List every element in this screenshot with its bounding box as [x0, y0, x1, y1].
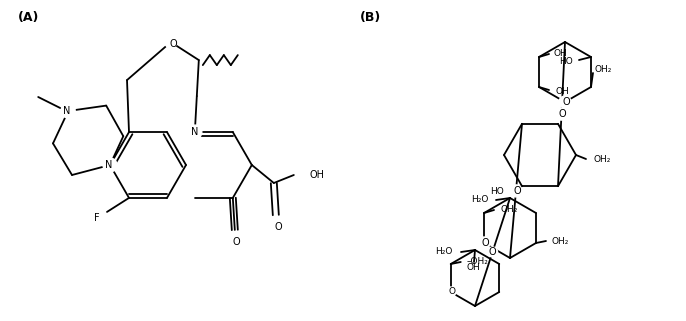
Circle shape: [488, 247, 497, 257]
Text: N: N: [191, 127, 198, 137]
Circle shape: [61, 104, 75, 118]
Text: N: N: [62, 106, 70, 116]
Text: N: N: [106, 160, 113, 170]
Text: (A): (A): [18, 12, 39, 24]
Text: (B): (B): [360, 12, 381, 24]
Text: O: O: [232, 237, 239, 247]
Text: H₂O: H₂O: [436, 247, 453, 256]
Text: O: O: [513, 186, 521, 196]
Text: HO: HO: [559, 56, 573, 65]
Text: O: O: [169, 39, 176, 49]
Text: OH: OH: [553, 48, 567, 57]
Circle shape: [446, 287, 456, 297]
Text: HO: HO: [490, 187, 504, 196]
Text: OH₂: OH₂: [594, 155, 611, 164]
Circle shape: [510, 185, 522, 197]
Text: OH: OH: [555, 86, 569, 96]
Text: O: O: [481, 238, 489, 248]
Text: OH₂: OH₂: [595, 65, 613, 74]
Text: OH: OH: [310, 170, 324, 180]
Text: OH₂: OH₂: [552, 237, 569, 246]
Text: O: O: [274, 222, 282, 232]
Circle shape: [556, 108, 567, 120]
Text: F: F: [94, 213, 99, 223]
Circle shape: [478, 237, 490, 249]
Text: O: O: [558, 109, 567, 119]
Text: –OH₂: –OH₂: [466, 257, 488, 266]
Circle shape: [103, 158, 117, 172]
Text: O: O: [448, 288, 456, 297]
Text: OH₂: OH₂: [500, 204, 517, 213]
Circle shape: [188, 125, 202, 139]
Text: O: O: [488, 247, 496, 257]
Text: H₂O: H₂O: [471, 195, 488, 204]
Text: OH: OH: [466, 264, 480, 273]
Circle shape: [559, 96, 571, 108]
Text: O: O: [563, 97, 570, 107]
Circle shape: [165, 36, 177, 48]
